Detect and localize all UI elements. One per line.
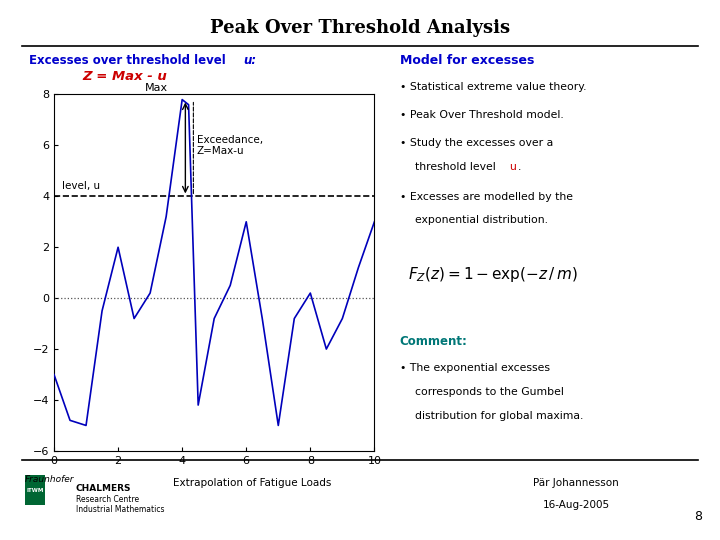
Text: Pär Johannesson: Pär Johannesson — [533, 478, 619, 488]
Text: level, u: level, u — [62, 181, 100, 191]
Text: u: u — [509, 162, 516, 172]
Text: Peak Over Threshold Analysis: Peak Over Threshold Analysis — [210, 19, 510, 37]
Text: $F_Z(z) = 1 - \exp(-z\,/\,m)$: $F_Z(z) = 1 - \exp(-z\,/\,m)$ — [408, 265, 578, 284]
Text: corresponds to the Gumbel: corresponds to the Gumbel — [408, 387, 564, 397]
Text: • Excesses are modelled by the: • Excesses are modelled by the — [400, 192, 572, 201]
Text: Excesses over threshold level: Excesses over threshold level — [29, 54, 230, 67]
Text: Comment:: Comment: — [400, 335, 467, 348]
Text: exponential distribution.: exponential distribution. — [408, 215, 548, 226]
Text: 16-Aug-2005: 16-Aug-2005 — [542, 500, 610, 510]
Text: Max: Max — [145, 83, 168, 93]
Text: • The exponential excesses: • The exponential excesses — [400, 363, 549, 373]
Text: Fraunhofer: Fraunhofer — [25, 475, 75, 484]
Text: • Peak Over Threshold model.: • Peak Over Threshold model. — [400, 110, 563, 120]
Text: Model for excesses: Model for excesses — [400, 54, 534, 67]
Text: u:: u: — [243, 54, 256, 67]
Text: Z = Max - u: Z = Max - u — [83, 70, 168, 83]
Text: .: . — [518, 162, 521, 172]
Text: Exceedance,
Z=Max-u: Exceedance, Z=Max-u — [197, 134, 263, 156]
Text: Industrial Mathematics: Industrial Mathematics — [76, 505, 164, 514]
Text: Research Centre: Research Centre — [76, 495, 139, 504]
Text: ITWM: ITWM — [27, 488, 44, 492]
Text: • Statistical extreme value theory.: • Statistical extreme value theory. — [400, 82, 586, 92]
Text: 8: 8 — [694, 510, 702, 523]
Text: distribution for global maxima.: distribution for global maxima. — [408, 410, 584, 421]
Text: CHALMERS: CHALMERS — [76, 484, 131, 494]
Text: • Study the excesses over a: • Study the excesses over a — [400, 138, 553, 149]
Text: threshold level: threshold level — [408, 162, 500, 172]
Text: Extrapolation of Fatigue Loads: Extrapolation of Fatigue Loads — [173, 478, 331, 488]
